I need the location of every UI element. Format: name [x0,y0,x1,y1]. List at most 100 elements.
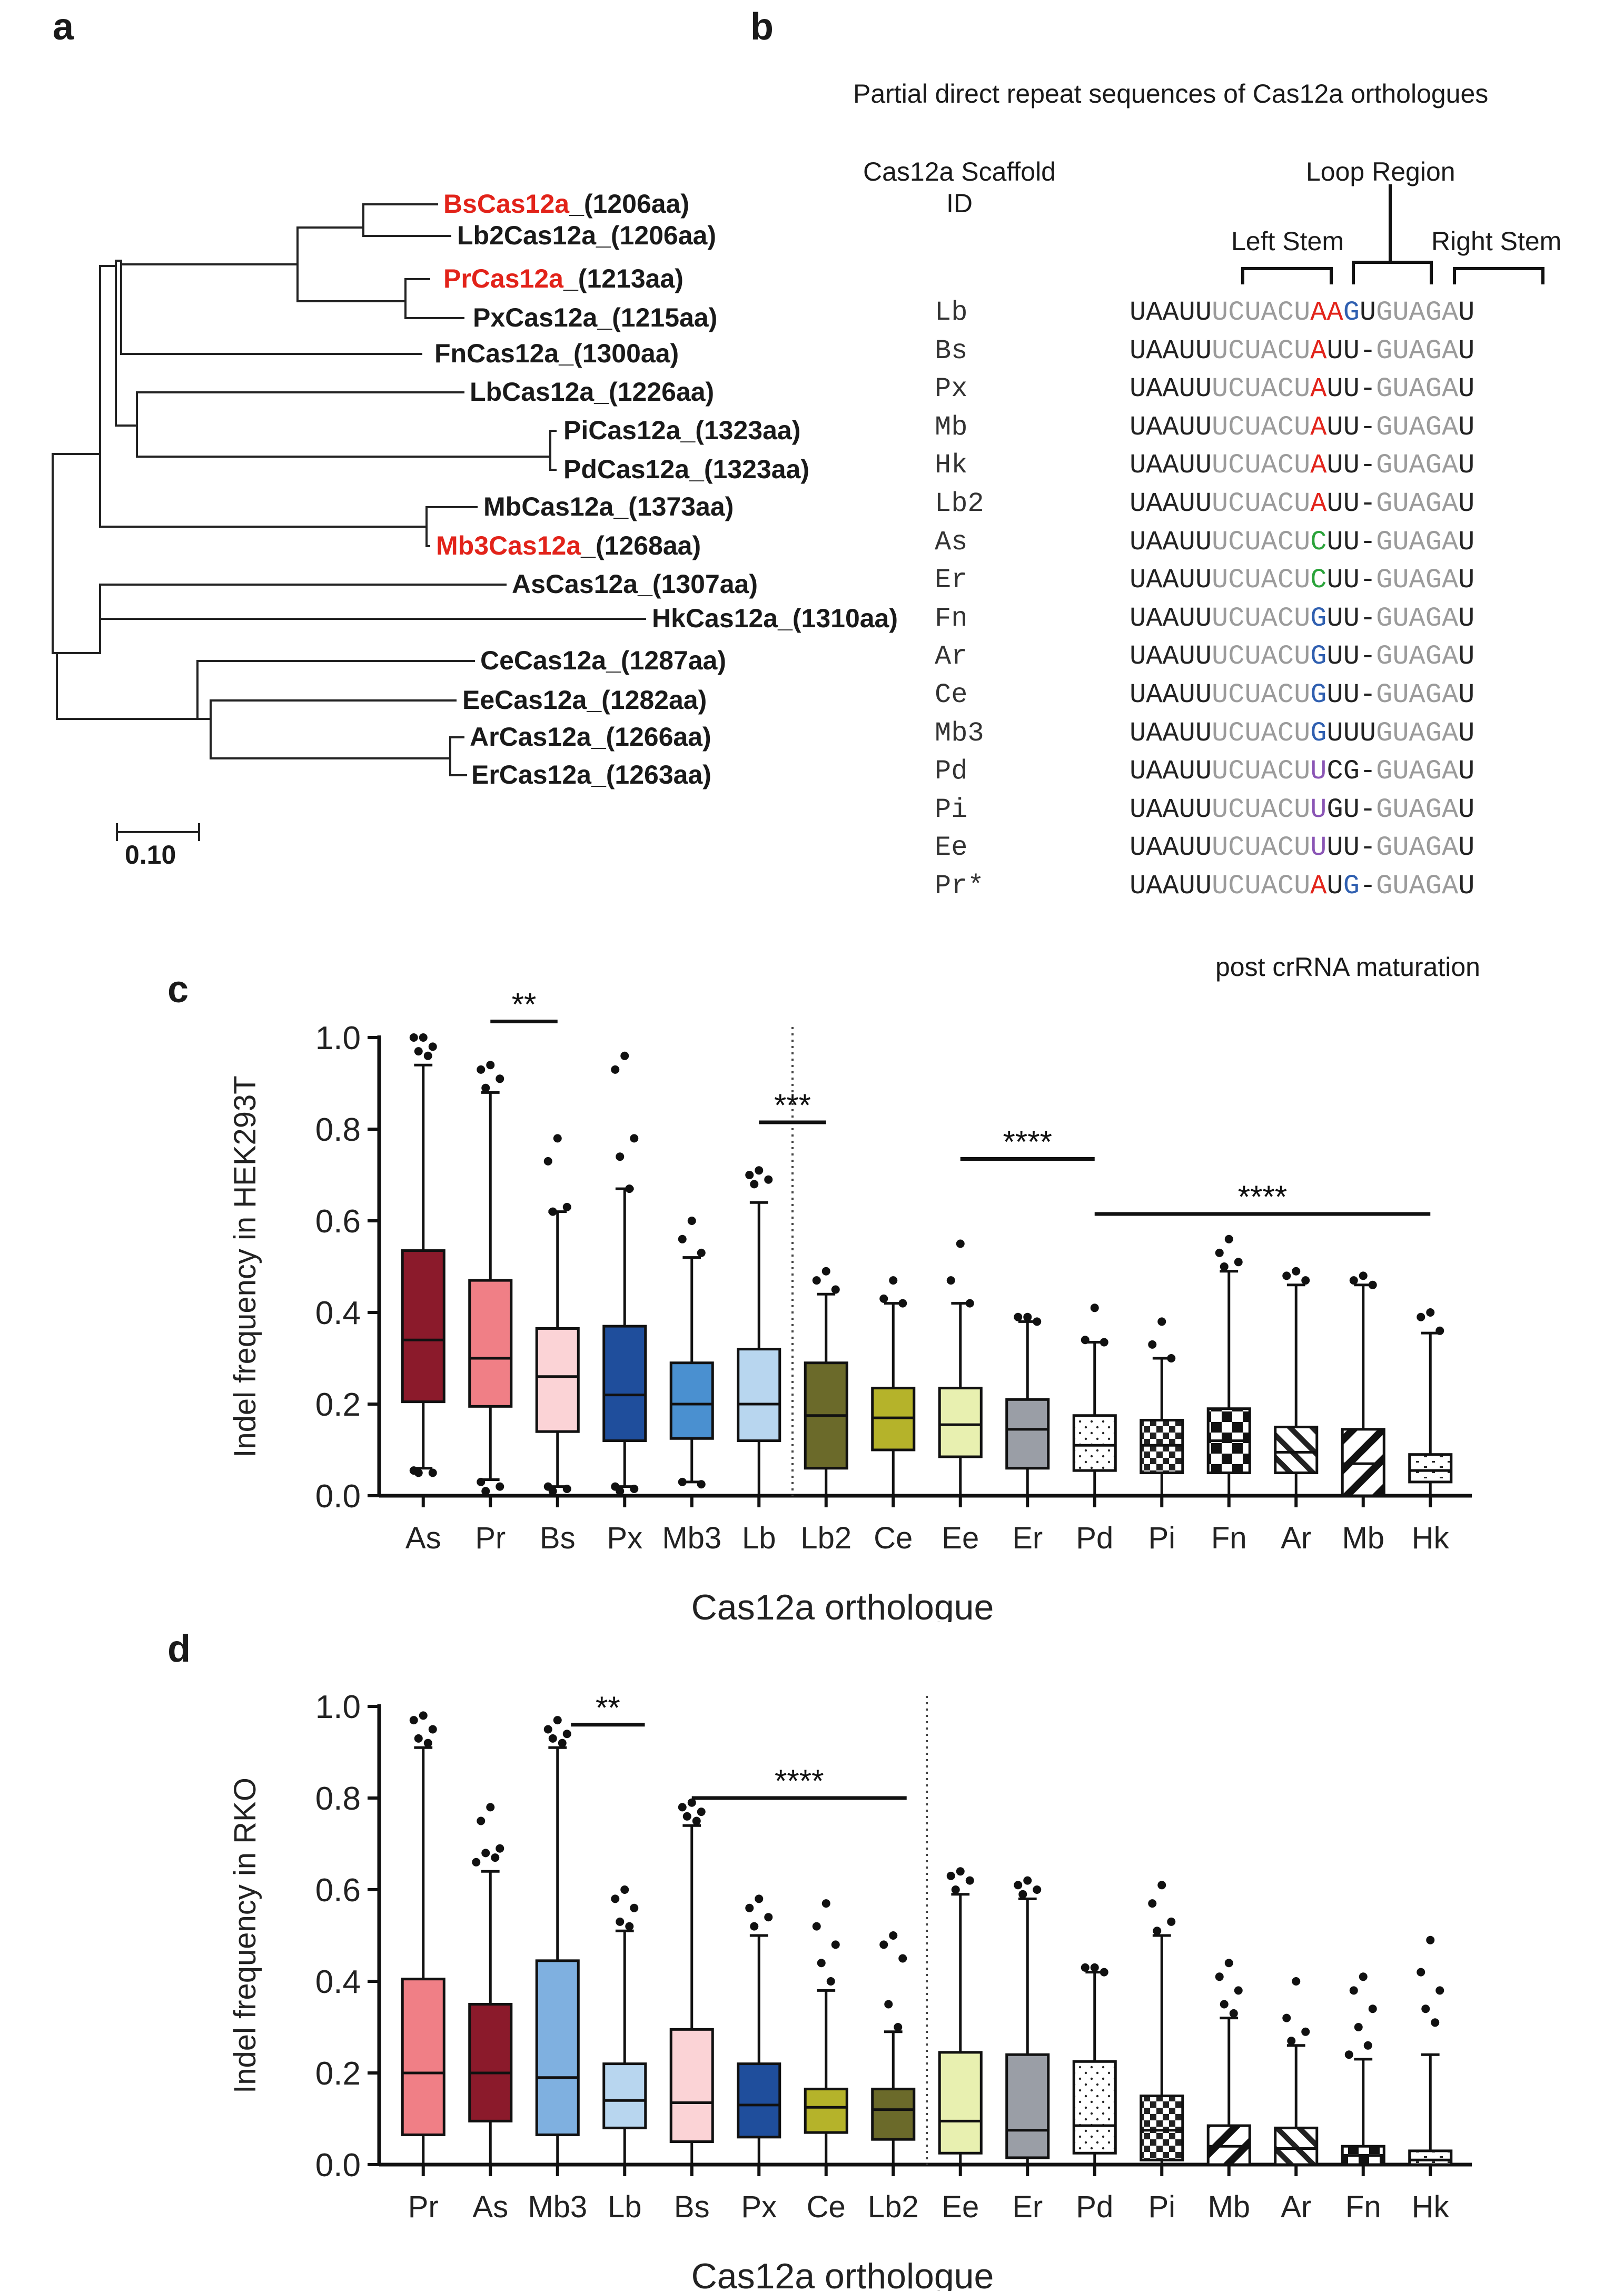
outlier-point [1167,1917,1176,1926]
outlier-point [1417,1968,1425,1977]
outlier-point [1033,1885,1042,1894]
sequence-segment: A [1310,411,1327,443]
box-as: As [401,1033,445,1555]
sequence-segment: U [1458,603,1475,634]
tree-leaf-size: _(1213aa) [563,264,684,293]
sequence-segment: GUAGA [1376,794,1459,825]
x-tick-label: As [472,2190,508,2224]
outlier-point [620,1885,629,1894]
sequence-segment: A [1310,373,1327,405]
sequence-segment: GUAGA [1376,488,1459,519]
outlier-point [491,1853,500,1862]
sequence-segment: U [1294,679,1311,710]
tree-leaf-pxcas12a: PxCas12a_(1215aa) [473,304,717,331]
sequence-segment: U [1294,832,1311,864]
sequence-segment: U [1294,565,1311,596]
outlier-point [1292,1977,1301,1986]
outlier-point [1224,1235,1233,1243]
tree-leaf-name: PdCas12a [563,455,690,484]
sequence-segment: U [1294,641,1311,673]
sequence-segment: U [1458,488,1475,519]
tree-leaf-fncas12a: FnCas12a_(1300aa) [434,340,679,367]
sequence-segment: U [1458,871,1475,902]
sequence-segment: UCUAC [1212,641,1294,673]
outlier-point [1033,1317,1042,1326]
x-tick-label: Fn [1211,1521,1247,1555]
scale-bar-label: 0.10 [125,840,176,870]
box-pd: Pd [1072,1303,1117,1555]
sequence-segment: A [1310,335,1327,367]
outlier-point [1354,2023,1363,2031]
sequence-segment: - [1359,373,1377,405]
alignment-title: Partial direct repeat sequences of Cas12… [853,79,1489,108]
y-axis-title: Indel frequency in HEK293T [228,1075,262,1457]
outlier-point [745,1171,754,1179]
sequence-segment: U [1458,794,1475,825]
outlier-point [1359,1271,1368,1280]
scaffold-id: Lb2 [935,488,984,519]
outlier-point [831,1285,840,1294]
outlier-point [1287,2037,1296,2046]
outlier-point [414,1734,423,1743]
sequence-segment: U [1458,373,1475,405]
outlier-point [477,1816,486,1825]
sequence-segment: GUAGA [1376,565,1459,596]
box-lb2: Lb2 [868,1931,919,2224]
sequence-segment: UUU [1326,717,1377,749]
box-body [938,2051,983,2155]
outlier-point [496,1482,504,1491]
box-fn: Fn [1206,1235,1251,1555]
outlier-point [1220,2000,1229,2009]
outlier-point [1229,2009,1238,2018]
scaffold-id: Mb [935,411,968,443]
tree-leaf-name: FnCas12a [434,339,559,368]
sequence-segment: GUAGA [1376,526,1459,558]
outlier-point [481,1487,490,1496]
x-tick-label: Px [741,2190,777,2224]
outlier-point [764,1913,773,1922]
outlier-point [543,1157,552,1166]
outlier-point [481,1083,490,1092]
sequence-segment: G [1310,603,1327,634]
outlier-point [817,1959,826,1968]
significance-label: **** [775,1763,824,1799]
box-lb: Lb [602,1885,647,2224]
outlier-point [1081,1963,1090,1972]
tree-leaf-mb3cas12a: Mb3Cas12a_(1268aa) [436,532,701,559]
sequence-segment: UCUAC [1212,488,1294,519]
outlier-point [477,1065,486,1074]
box-body [669,1361,714,1440]
scaffold-id: Er [935,565,968,596]
outlier-point [1359,1972,1368,1981]
sequence-segment: G [1310,717,1327,749]
box-pr: Pr [401,1711,445,2224]
sequence-segment: U [1458,756,1475,787]
outlier-point [620,1051,629,1060]
sequence-segment: U [1310,794,1327,825]
sequence-segment: UCUAC [1212,411,1294,443]
scaffold-id: Fn [935,603,968,634]
box-body [535,1959,580,2136]
outlier-point [496,1074,504,1083]
sequence-segment: - [1359,335,1377,367]
outlier-point [616,1152,625,1161]
outlier-point [1349,1986,1358,1995]
sequence-segment: U [1294,488,1311,519]
box-bs: Bs [535,1134,580,1555]
outlier-point [1234,1258,1243,1267]
scaffold-id: Ce [935,679,968,710]
outlier-point [1368,2004,1377,2013]
outlier-point [1301,1276,1310,1285]
outlier-point [414,1468,423,1477]
repeat-sequence: UAAUUUCUACUUUU-GUAGAU [1130,834,1474,862]
significance-label: ** [512,990,537,1022]
sequence-segment: GUAGA [1376,717,1459,749]
x-tick-label: Hk [1412,1521,1450,1555]
outlier-point [423,1739,432,1747]
x-tick-label: Mb3 [662,1521,721,1555]
outlier-point [1167,1354,1176,1362]
outlier-point [611,1894,620,1903]
outlier-point [884,2000,893,2009]
box-pr: Pr [468,1061,513,1555]
scaffold-id: Ar [935,641,968,673]
